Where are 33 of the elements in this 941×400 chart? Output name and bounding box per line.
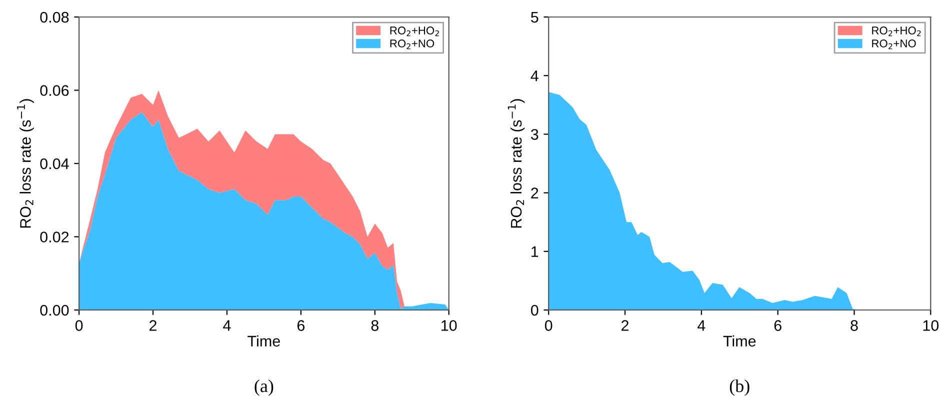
x-tick-label: 4 — [698, 320, 706, 331]
legend-label: RO$_{2}$+HO$_{2}$ — [390, 26, 439, 36]
x-tick-label: 8 — [371, 320, 378, 331]
legend-label: RO$_{2}$+HO$_{2}$ — [872, 26, 921, 36]
y-tick-label: 3 — [530, 129, 538, 140]
x-tick-label: 2 — [150, 320, 156, 331]
x-tick-label: 8 — [850, 320, 858, 331]
x-axis-title: Time — [248, 335, 280, 347]
y-tick-label: 4 — [530, 70, 538, 82]
y-tick-label: 0.08 — [40, 12, 69, 23]
y-tick-label: 2 — [531, 188, 538, 198]
x-tick-label: 10 — [923, 320, 939, 331]
y-axis-title: RO$_{2}$ loss rate (s$^{−1}$) — [17, 99, 34, 228]
text: (a) — [254, 379, 274, 396]
x-tick-label: 4 — [223, 320, 231, 331]
y-axis-title: RO$_{2}$ loss rate (s$^{−1}$) — [508, 99, 525, 228]
x-tick-label: 2 — [622, 320, 628, 331]
x-tick-label: 6 — [297, 320, 305, 331]
legend-label: RO$_{2}$+NO — [390, 40, 434, 50]
y-tick-label: 1 — [532, 246, 538, 257]
x-tick-label: 10 — [442, 320, 457, 331]
y-tick-label: 0.00 — [40, 304, 69, 316]
legend-label: RO$_{2}$+NO — [872, 40, 916, 50]
x-tick-label: 6 — [774, 320, 782, 331]
x-tick-label: 0 — [75, 320, 83, 331]
y-tick-label: 5 — [530, 12, 538, 23]
y-tick-label: 0.02 — [40, 232, 69, 242]
y-tick-label: 0.04 — [40, 158, 69, 170]
y-tick-label: 0.06 — [40, 85, 69, 96]
x-axis-title: Time — [723, 335, 756, 347]
text: (b) — [730, 379, 750, 396]
x-tick-label: 0 — [544, 320, 552, 331]
y-tick-label: 0 — [530, 304, 538, 316]
